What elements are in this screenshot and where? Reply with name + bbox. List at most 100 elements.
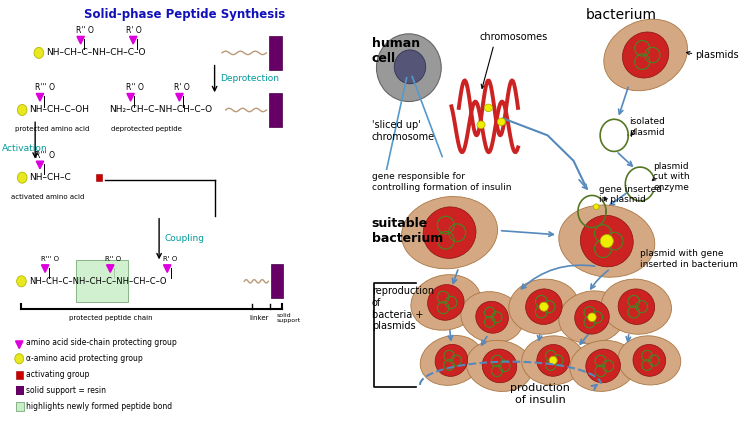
Ellipse shape [588,313,596,321]
Ellipse shape [411,275,481,330]
Text: activated amino acid: activated amino acid [11,194,84,200]
Polygon shape [164,265,171,272]
Ellipse shape [570,341,636,391]
Ellipse shape [539,302,548,311]
Text: NH₂–CH–C–NH–CH–C–O: NH₂–CH–C–NH–CH–C–O [110,105,212,115]
Ellipse shape [618,336,681,385]
Text: suitable
bacterium: suitable bacterium [372,217,443,244]
Text: NH–CH–C: NH–CH–C [30,173,71,182]
Text: deprotected peptide: deprotected peptide [111,126,182,132]
Text: R' O: R' O [163,256,177,262]
Bar [269,93,282,127]
Polygon shape [176,93,184,101]
Ellipse shape [536,344,570,376]
Text: R' O: R' O [174,83,189,93]
Text: human
cell: human cell [372,37,420,65]
Ellipse shape [633,344,666,376]
Ellipse shape [482,349,517,383]
Ellipse shape [580,215,633,267]
Ellipse shape [428,285,464,320]
Text: amino acid side-chain protecting group: amino acid side-chain protecting group [26,338,177,347]
Text: activating group: activating group [26,370,90,379]
Text: R' O: R' O [126,26,141,36]
Circle shape [17,276,27,287]
Text: Activation: Activation [1,143,47,153]
Ellipse shape [497,118,505,126]
Text: α-amino acid protecting group: α-amino acid protecting group [26,354,143,363]
Polygon shape [36,93,44,101]
Polygon shape [127,93,135,101]
Text: Solid-phase Peptide Synthesis: Solid-phase Peptide Synthesis [84,8,286,21]
Text: protected peptide chain: protected peptide chain [69,315,153,321]
Text: gene inserted
in plasmid: gene inserted in plasmid [599,185,662,204]
Bar [16,371,23,379]
FancyBboxPatch shape [75,260,127,302]
Text: plasmid
cut with
enzyme: plasmid cut with enzyme [653,162,690,192]
Text: plasmid with gene
inserted in bacterium: plasmid with gene inserted in bacterium [640,249,738,269]
Text: Deprotection: Deprotection [221,74,279,83]
Polygon shape [36,161,44,169]
Ellipse shape [586,349,620,383]
Text: R'' O: R'' O [105,256,121,262]
Text: 'sliced up'
chromosome: 'sliced up' chromosome [372,120,435,142]
Ellipse shape [476,301,508,333]
Bar [271,264,283,298]
Ellipse shape [484,104,493,112]
Text: linker: linker [249,315,269,321]
Ellipse shape [461,291,523,343]
Ellipse shape [593,204,599,209]
Bar [269,36,282,70]
Ellipse shape [618,289,655,324]
Ellipse shape [394,50,425,84]
Polygon shape [107,265,114,272]
Ellipse shape [522,336,585,385]
Text: R''' O: R''' O [41,256,58,262]
Ellipse shape [402,197,497,269]
Ellipse shape [604,19,687,91]
Ellipse shape [549,356,557,365]
Circle shape [15,354,24,364]
Text: Coupling: Coupling [165,234,205,244]
Text: NH–CH–C–NH–CH–C–O: NH–CH–C–NH–CH–C–O [46,48,146,58]
Text: R''' O: R''' O [36,151,56,160]
Bar [96,174,102,181]
Text: reproduction
of
bacteria +
plasmids: reproduction of bacteria + plasmids [372,286,434,331]
Polygon shape [16,341,23,349]
Ellipse shape [477,121,485,129]
Ellipse shape [435,344,468,376]
Text: chromosomes: chromosomes [480,32,548,42]
Text: bacterium: bacterium [586,8,657,22]
Ellipse shape [622,32,669,78]
Polygon shape [41,265,49,272]
Text: R'' O: R'' O [75,26,94,36]
Ellipse shape [377,34,441,102]
Text: protected amino acid: protected amino acid [15,126,90,132]
Text: highlights newly formed peptide bond: highlights newly formed peptide bond [26,402,172,412]
Bar [16,402,24,411]
Circle shape [18,104,27,115]
Text: production
of insulin: production of insulin [511,383,570,405]
Text: solid support = resin: solid support = resin [26,386,106,396]
Ellipse shape [559,205,655,277]
Circle shape [18,172,27,183]
Ellipse shape [423,207,476,258]
Text: R''' O: R''' O [36,83,56,93]
Ellipse shape [420,335,482,385]
Ellipse shape [559,291,625,343]
Ellipse shape [600,234,613,248]
Bar [16,386,24,395]
Text: solid
support: solid support [277,313,301,324]
Ellipse shape [509,279,579,334]
Circle shape [34,47,44,58]
Text: NH–CH–C–NH–CH–C–NH–CH–C–O: NH–CH–C–NH–CH–C–NH–CH–C–O [29,277,166,286]
Ellipse shape [602,279,671,334]
Ellipse shape [525,289,562,324]
Text: gene responsible for
controlling formation of insulin: gene responsible for controlling formati… [372,172,511,192]
Text: plasmids: plasmids [696,50,739,60]
Text: R'' O: R'' O [126,83,144,93]
Text: NH–CH–C–OH: NH–CH–C–OH [30,105,90,115]
Text: isolated
plasmid: isolated plasmid [629,117,665,137]
Ellipse shape [575,300,609,334]
Polygon shape [77,36,84,44]
Ellipse shape [466,341,533,391]
